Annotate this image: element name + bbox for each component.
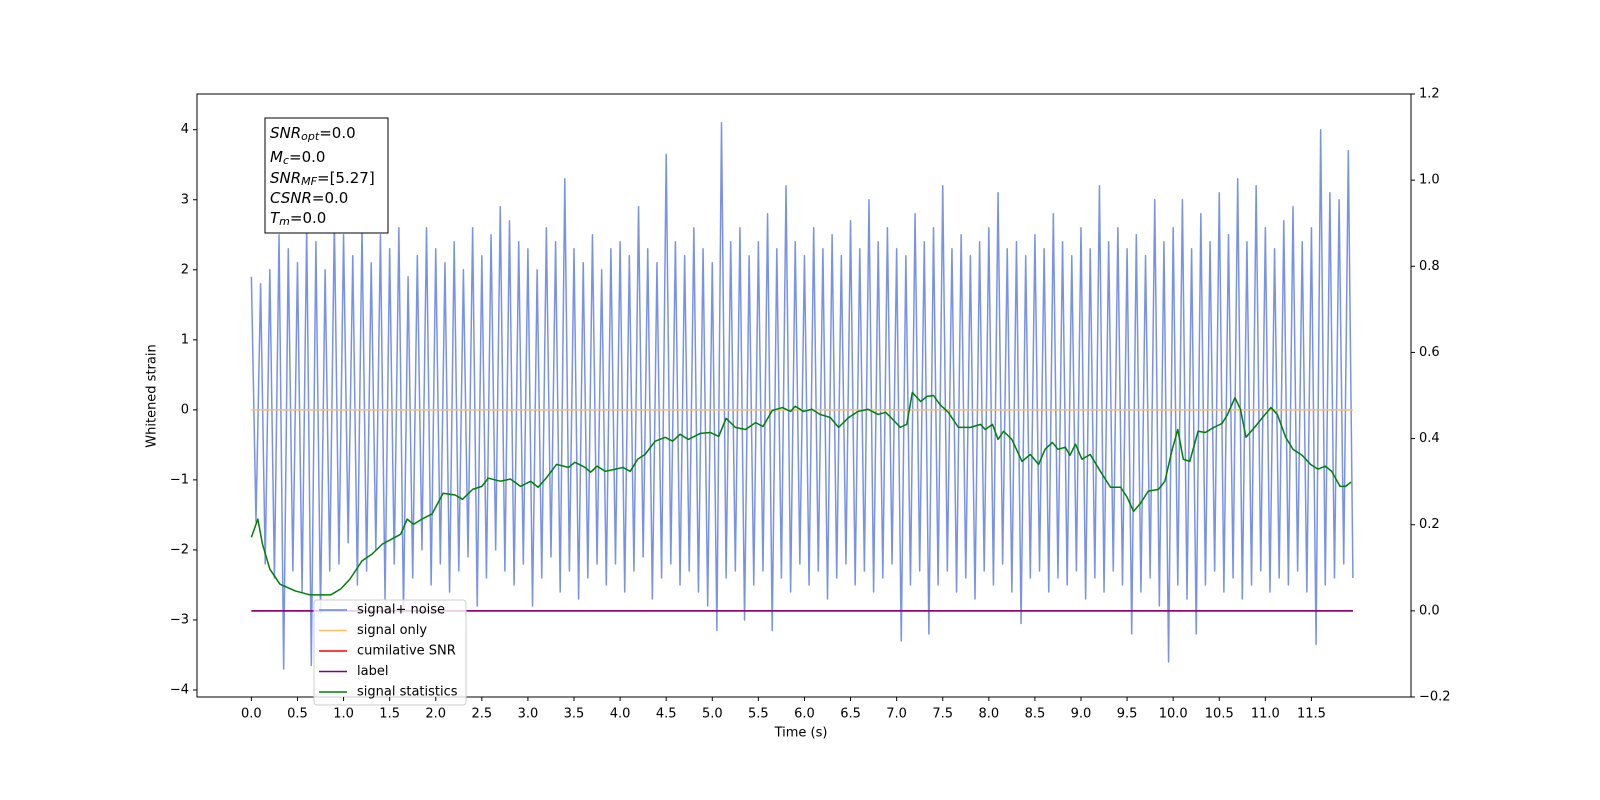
annotation-line: Tm=0.0	[270, 209, 326, 229]
annotation-value: =0.0	[289, 148, 325, 166]
x-tick-label: 5.0	[702, 707, 723, 722]
x-tick-label: 9.5	[1117, 707, 1138, 722]
x-tick-label: 8.5	[1025, 707, 1046, 722]
legend-frame	[313, 599, 467, 706]
legend-label: signal+ noise	[357, 603, 445, 618]
y-axis-label: Whitened strain	[145, 344, 160, 447]
annotation-frame	[264, 117, 389, 234]
y2-tick-label: 1.0	[1419, 173, 1440, 188]
x-tick-label: 2.5	[471, 707, 492, 722]
annotation-value: =[5.27]	[317, 169, 375, 187]
x-tick-label: 10.5	[1205, 707, 1234, 722]
y-tick-label: 2	[181, 262, 189, 277]
y-tick-label: −3	[170, 612, 189, 627]
x-tick-label: 2.0	[425, 707, 446, 722]
y2-tick-label: 0.2	[1419, 517, 1440, 532]
y2-tick-label: 0.0	[1419, 603, 1440, 618]
x-tick-label: 9.0	[1071, 707, 1092, 722]
legend: signal+ noise signal only cumilative SNR la…	[313, 599, 467, 706]
annotation-subscript: m	[279, 215, 290, 228]
x-tick-label: 3.5	[564, 707, 585, 722]
x-tick-label: 4.5	[656, 707, 677, 722]
x-tick-label: 4.0	[610, 707, 631, 722]
annotation-subscript: MF	[301, 175, 317, 188]
y-tick-label: 0	[181, 402, 189, 417]
x-tick-label: 8.0	[978, 707, 999, 722]
legend-label: signal only	[357, 623, 427, 638]
annotation-value: =0.0	[312, 189, 348, 207]
x-tick-label: 7.0	[886, 707, 907, 722]
x-tick-label: 6.0	[794, 707, 815, 722]
x-tick-label: 1.0	[333, 707, 354, 722]
x-tick-label: 1.5	[379, 707, 400, 722]
x-tick-label: 10.0	[1159, 707, 1188, 722]
y2-tick-label: 0.8	[1419, 259, 1440, 274]
y-tick-label: 3	[181, 192, 189, 207]
annotation-line: SNRMF=[5.27]	[270, 169, 375, 189]
annotation-subscript: opt	[301, 130, 320, 143]
y-tick-label: 1	[181, 332, 189, 347]
x-tick-label: 11.5	[1297, 707, 1326, 722]
legend-label: signal statistics	[357, 685, 458, 700]
x-tick-label: 5.5	[748, 707, 769, 722]
y2-tick-label: 1.2	[1419, 87, 1440, 102]
series-line	[250, 391, 1352, 596]
x-tick-label: 11.0	[1251, 707, 1280, 722]
y2-tick-label: 0.6	[1419, 345, 1440, 360]
y-tick-label: −2	[170, 542, 189, 557]
annotation-symbol: SNR	[270, 124, 301, 142]
annotation-line: Mc=0.0	[270, 148, 325, 168]
annotation-subscript: c	[283, 154, 289, 167]
legend-label: cumilative SNR	[357, 644, 456, 659]
x-tick-label: 0.5	[287, 707, 308, 722]
y-tick-label: −4	[170, 682, 189, 697]
y2-tick-label: −0.2	[1419, 690, 1451, 705]
annotation-line: CSNR=0.0	[270, 189, 348, 207]
annotation-symbol: T	[270, 209, 281, 227]
y-tick-label: 4	[181, 122, 189, 137]
x-tick-label: 7.5	[932, 707, 953, 722]
y2-tick-label: 0.4	[1419, 431, 1440, 446]
annotation-value: =0.0	[290, 209, 326, 227]
x-tick-label: 6.5	[840, 707, 861, 722]
annotation-line: SNRopt=0.0	[270, 124, 356, 144]
x-tick-label: 3.0	[518, 707, 539, 722]
x-axis-label: Time (s)	[774, 726, 828, 741]
x-tick-label: 0.0	[241, 707, 262, 722]
annotation-value: =0.0	[319, 124, 355, 142]
y-tick-label: −1	[170, 472, 189, 487]
annotation-symbol: SNR	[270, 169, 301, 187]
annotation-box: SNRopt=0.0Mc=0.0SNRMF=[5.27]CSNR=0.0Tm=0…	[264, 117, 389, 234]
annotation-symbol: M	[270, 148, 283, 166]
legend-label: label	[357, 664, 388, 679]
annotation-symbol: CSNR	[270, 189, 312, 207]
